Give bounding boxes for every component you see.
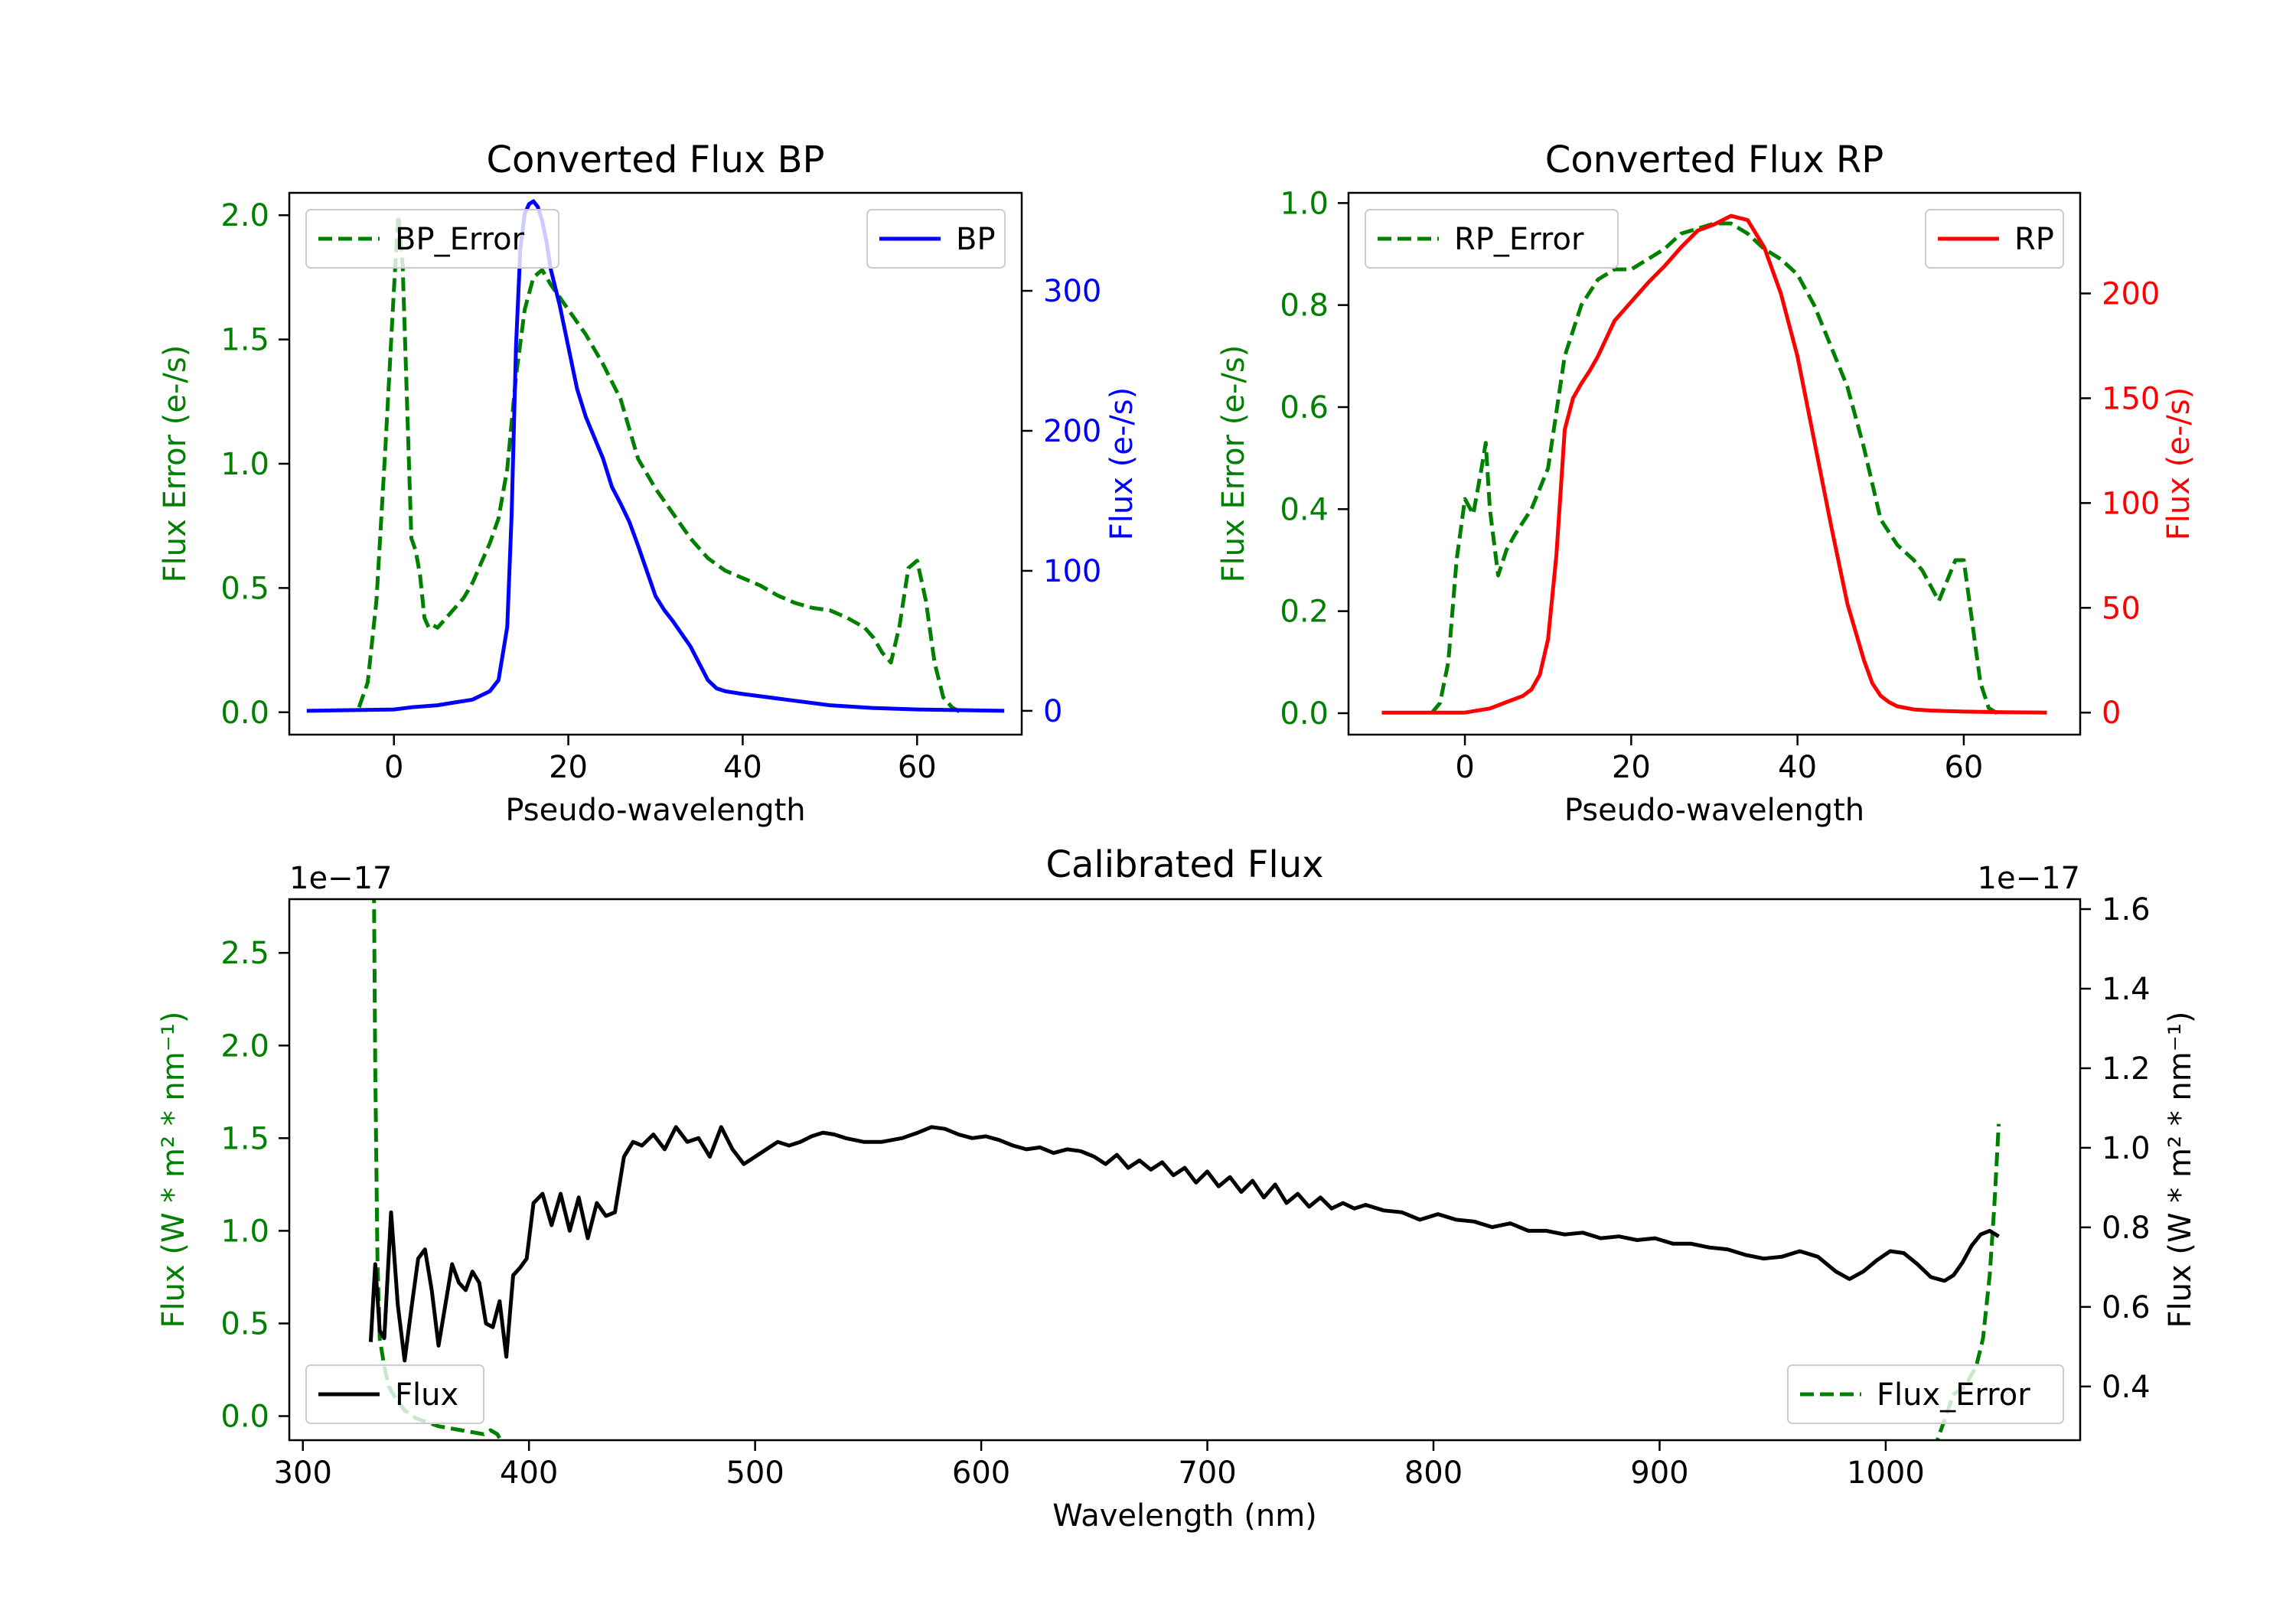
x-tick-label: 700 xyxy=(1178,1455,1236,1491)
x-tick-label: 900 xyxy=(1630,1455,1688,1491)
y-right-offset-label: 1e−17 xyxy=(1978,861,2080,896)
y-right-tick-label: 150 xyxy=(2102,381,2160,416)
x-tick-label: 0 xyxy=(384,750,403,785)
y-right-tick-label: 200 xyxy=(1043,414,1101,449)
x-tick-label: 20 xyxy=(549,750,588,785)
y-left-axis-label: Flux Error (e-/s) xyxy=(1216,345,1251,583)
y-right-tick-label: 1.0 xyxy=(2102,1131,2151,1166)
legend-rp: RP xyxy=(1925,209,2064,269)
y-left-tick-label: 1.0 xyxy=(220,1214,269,1249)
y-left-axis-label: Flux (W * m² * nm⁻¹) xyxy=(156,1012,191,1328)
y-right-tick-label: 300 xyxy=(1043,274,1101,309)
y-left-tick-label: 0.4 xyxy=(1280,492,1329,527)
x-tick-label: 400 xyxy=(500,1455,558,1491)
axes-frame xyxy=(288,898,2082,1442)
y-right-tick-label: 1.6 xyxy=(2102,892,2151,927)
y-left-axis-label: Flux Error (e-/s) xyxy=(158,345,193,583)
y-left-tick-label: 0.0 xyxy=(1280,696,1329,732)
y-left-tick-label: 2.5 xyxy=(220,936,269,971)
x-tick-label: 800 xyxy=(1404,1455,1463,1491)
x-tick-label: 60 xyxy=(898,750,937,785)
y-right-tick-label: 200 xyxy=(2102,276,2160,311)
y-left-tick-label: 2.0 xyxy=(220,198,269,233)
legend-box xyxy=(1787,1364,2064,1424)
x-tick-label: 0 xyxy=(1455,750,1474,785)
x-tick-label: 600 xyxy=(952,1455,1010,1491)
y-left-tick-label: 1.0 xyxy=(220,447,269,482)
y-left-tick-label: 0.0 xyxy=(220,696,269,731)
chart-title: Converted Flux BP xyxy=(487,139,825,181)
y-right-tick-label: 1.2 xyxy=(2102,1051,2151,1087)
x-axis-label: Pseudo-wavelength xyxy=(1564,793,1864,828)
y-left-tick-label: 0.0 xyxy=(220,1400,269,1435)
y-left-tick-label: 1.0 xyxy=(1280,186,1329,221)
y-right-axis-label: Flux (e-/s) xyxy=(2161,387,2197,540)
x-tick-label: 20 xyxy=(1612,750,1651,785)
y-left-tick-label: 0.2 xyxy=(1280,595,1329,630)
x-tick-label: 500 xyxy=(726,1455,784,1491)
legend-label: Flux_Error xyxy=(1877,1377,2030,1413)
y-right-tick-label: 50 xyxy=(2102,591,2141,626)
legend-box xyxy=(305,1364,484,1424)
y-right-tick-label: 0.4 xyxy=(2102,1370,2151,1405)
y-right-tick-label: 0 xyxy=(2102,696,2121,731)
y-left-tick-label: 1.5 xyxy=(220,323,269,358)
legend-label: BP_Error xyxy=(395,222,525,257)
legend-bp-error: BP_Error xyxy=(305,209,559,269)
y-right-tick-label: 1.4 xyxy=(2102,972,2151,1007)
flux-series-line xyxy=(368,1125,2000,1363)
rp-flux-series-line xyxy=(1381,214,2047,715)
chart-bp: Converted Flux BP 0 20 40 60 Pseudo-wavelengt… xyxy=(158,139,1140,828)
y-right-axis-label: Flux (W * m² * nm⁻¹) xyxy=(2163,1012,2198,1328)
x-tick-label: 40 xyxy=(723,750,762,785)
legend-label: RP_Error xyxy=(1454,222,1584,257)
bp-error-series-line xyxy=(357,213,962,714)
legend-label: BP xyxy=(956,222,996,257)
legend-bp: BP xyxy=(866,209,1006,269)
legend-label: Flux xyxy=(395,1377,458,1413)
legend-label: RP xyxy=(2014,222,2054,257)
x-tick-label: 1000 xyxy=(1847,1455,1925,1491)
y-left-tick-label: 0.5 xyxy=(220,1306,269,1341)
y-left-tick-label: 0.5 xyxy=(220,571,269,606)
x-tick-label: 40 xyxy=(1778,750,1817,785)
legend-box xyxy=(1365,209,1619,269)
flux-error-series-line xyxy=(372,899,2001,1440)
x-tick-label: 60 xyxy=(1944,750,1983,785)
axes-frame xyxy=(1347,191,2082,736)
y-left-tick-label: 0.6 xyxy=(1280,390,1329,425)
y-left-offset-label: 1e−17 xyxy=(289,861,392,896)
chart-rp: Converted Flux RP 0 20 40 60 Pseudo-wavelengt… xyxy=(1216,139,2197,828)
bp-flux-series-line xyxy=(306,199,1005,713)
legend-flux-error: Flux_Error xyxy=(1787,1364,2064,1424)
y-left-tick-label: 1.5 xyxy=(220,1121,269,1156)
chart-title: Converted Flux RP xyxy=(1545,139,1883,181)
y-right-tick-label: 0.8 xyxy=(2102,1211,2151,1246)
y-right-tick-label: 0.6 xyxy=(2102,1290,2151,1325)
y-left-tick-label: 0.8 xyxy=(1280,288,1329,324)
legend-flux: Flux xyxy=(305,1364,484,1424)
x-axis-label: Pseudo-wavelength xyxy=(505,793,805,828)
x-tick-label: 300 xyxy=(274,1455,332,1491)
x-axis-label: Wavelength (nm) xyxy=(1052,1498,1317,1534)
y-left-tick-label: 2.0 xyxy=(220,1028,269,1064)
y-right-tick-label: 0 xyxy=(1043,694,1062,729)
legend-box xyxy=(305,209,559,269)
legend-rp-error: RP_Error xyxy=(1365,209,1619,269)
y-right-tick-label: 100 xyxy=(2102,486,2160,521)
chart-title: Calibrated Flux xyxy=(1045,843,1323,886)
y-right-axis-label: Flux (e-/s) xyxy=(1104,387,1140,540)
y-right-tick-label: 100 xyxy=(1043,554,1101,589)
chart-calibrated: Calibrated Flux 300 400 500 600 700 800 900 1000… xyxy=(156,843,2198,1534)
